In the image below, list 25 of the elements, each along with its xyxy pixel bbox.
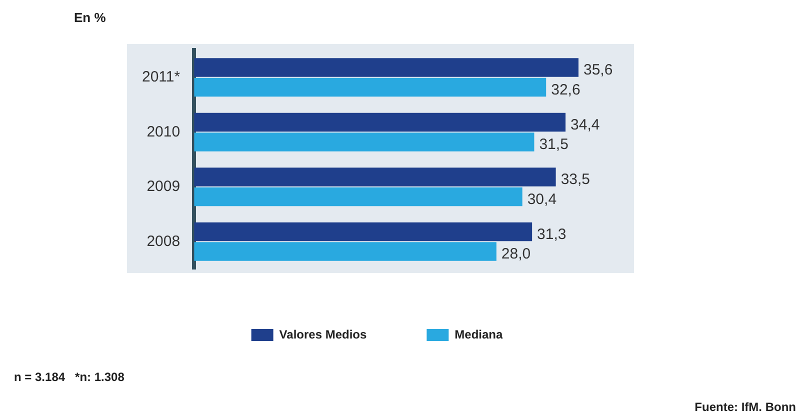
data-label: 35,6 [583, 62, 613, 79]
legend-label: Valores Medios [279, 327, 368, 342]
bar [194, 222, 532, 242]
source-note: Fuente: IfM. Bonn [694, 400, 796, 414]
y-tick-label: 2011* [142, 68, 180, 86]
y-tick-label: 2010 [146, 123, 180, 140]
data-label: 30,4 [527, 190, 557, 208]
bar [194, 58, 578, 77]
data-label: 31,3 [537, 226, 566, 243]
bar [194, 187, 522, 206]
y-tick-label: 2008 [146, 232, 180, 250]
text: n = 3.184 *n: 1.308 [14, 370, 124, 384]
data-label: 32,6 [551, 81, 580, 98]
y-tick-label: 2009 [146, 178, 180, 196]
data-label: 33,5 [560, 171, 590, 188]
bar [194, 242, 496, 261]
legend-label: Mediana [454, 327, 504, 342]
bar [194, 132, 534, 152]
data-label: 34,4 [570, 116, 600, 134]
data-label: 31,5 [539, 136, 568, 154]
text: En % [74, 10, 106, 25]
bar [194, 168, 556, 186]
bar [194, 78, 546, 97]
bar [194, 112, 566, 132]
data-label: 28,0 [501, 246, 531, 263]
